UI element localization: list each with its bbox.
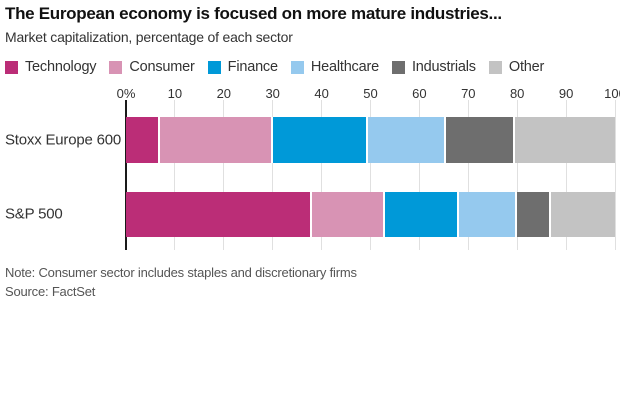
tick-label-40: 40 (314, 86, 329, 101)
bar-segment-stoxx-europe-600-technology (126, 117, 161, 163)
legend-swatch-consumer (109, 60, 123, 74)
bar-segment-s-p-500-healthcare (458, 192, 518, 237)
legend-label: Finance (227, 59, 278, 75)
legend-swatch-other (488, 60, 502, 74)
legend-label: Consumer (129, 59, 195, 75)
bar-s-p-500 (126, 192, 615, 237)
tick-label-0: 0% (116, 86, 136, 101)
bar-segment-stoxx-europe-600-other (514, 117, 615, 163)
bar-segment-s-p-500-technology (126, 192, 312, 237)
gridline-30 (272, 100, 274, 250)
bar-segment-stoxx-europe-600-industrials (446, 117, 515, 163)
bar-segment-stoxx-europe-600-healthcare (368, 117, 447, 163)
legend-swatch-industrials (391, 60, 405, 74)
legend: Technology Consumer Finance Healthcare Indus… (5, 59, 544, 75)
tick-label-100: 100 (604, 86, 620, 101)
gridline-80 (516, 100, 518, 250)
chart-title: The European economy is focused on more … (5, 4, 502, 23)
plot-area: 0% 10 20 30 40 50 60 70 80 90 100 (117, 86, 620, 250)
tick-label-80: 80 (509, 86, 525, 101)
tick-label-20: 20 (216, 86, 232, 101)
bar-segment-s-p-500-industrials (517, 192, 552, 237)
gridline-90 (565, 100, 567, 250)
legend-swatch-finance (207, 60, 221, 74)
tick-label-10: 10 (167, 86, 183, 101)
legend-label: Healthcare (310, 59, 379, 75)
legend-item-technology: Technology (5, 59, 97, 75)
gridline-100 (614, 100, 616, 250)
bar-segment-s-p-500-consumer (311, 192, 386, 237)
bar-stoxx-europe-600 (126, 117, 615, 163)
gridline-40 (321, 100, 323, 250)
legend-label: Industrials (411, 59, 476, 75)
tick-label-90: 90 (558, 86, 574, 101)
gridline-60 (418, 100, 420, 250)
bar-segment-stoxx-europe-600-consumer (160, 117, 273, 163)
legend-swatch-technology (5, 60, 18, 74)
tick-label-50: 50 (363, 86, 378, 101)
bar-segment-stoxx-europe-600-finance (272, 117, 369, 163)
gridline-50 (370, 100, 371, 250)
legend-item-industrials: Industrials (391, 59, 476, 75)
y-axis-line (125, 100, 127, 250)
legend-item-other: Other (488, 59, 545, 75)
chart-note: Note: Consumer sector includes staples a… (5, 265, 357, 280)
tick-label-60: 60 (412, 86, 427, 101)
bar-segment-s-p-500-finance (385, 192, 459, 237)
tick-label-70: 70 (461, 86, 476, 101)
gridline-10 (174, 100, 176, 250)
tick-label-30: 30 (265, 86, 280, 101)
legend-item-healthcare: Healthcare (290, 59, 379, 75)
legend-label: Technology (25, 59, 97, 75)
legend-swatch-healthcare (290, 60, 304, 74)
legend-label: Other (508, 59, 545, 75)
row-label-s-p-500: S&P 500 (5, 205, 63, 223)
row-label-stoxx-europe-600: Stoxx Europe 600 (5, 131, 122, 149)
chart-subtitle: Market capitalization, percentage of eac… (5, 29, 293, 45)
legend-item-consumer: Consumer (109, 59, 195, 75)
gridline-20 (223, 100, 225, 250)
gridline-70 (467, 100, 469, 250)
chart-source: Source: FactSet (5, 284, 96, 299)
legend-item-finance: Finance (207, 59, 278, 75)
bar-segment-s-p-500-other (551, 192, 615, 237)
